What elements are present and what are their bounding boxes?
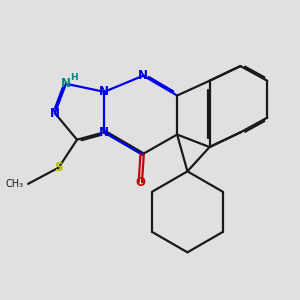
Text: N: N [99, 85, 109, 98]
Text: N: N [138, 69, 148, 82]
Text: CH₃: CH₃ [5, 179, 24, 189]
Text: S: S [54, 161, 63, 174]
Text: O: O [135, 176, 145, 188]
Text: N: N [50, 107, 60, 120]
Text: N: N [61, 77, 71, 90]
Text: H: H [70, 73, 78, 82]
Text: N: N [99, 126, 109, 139]
